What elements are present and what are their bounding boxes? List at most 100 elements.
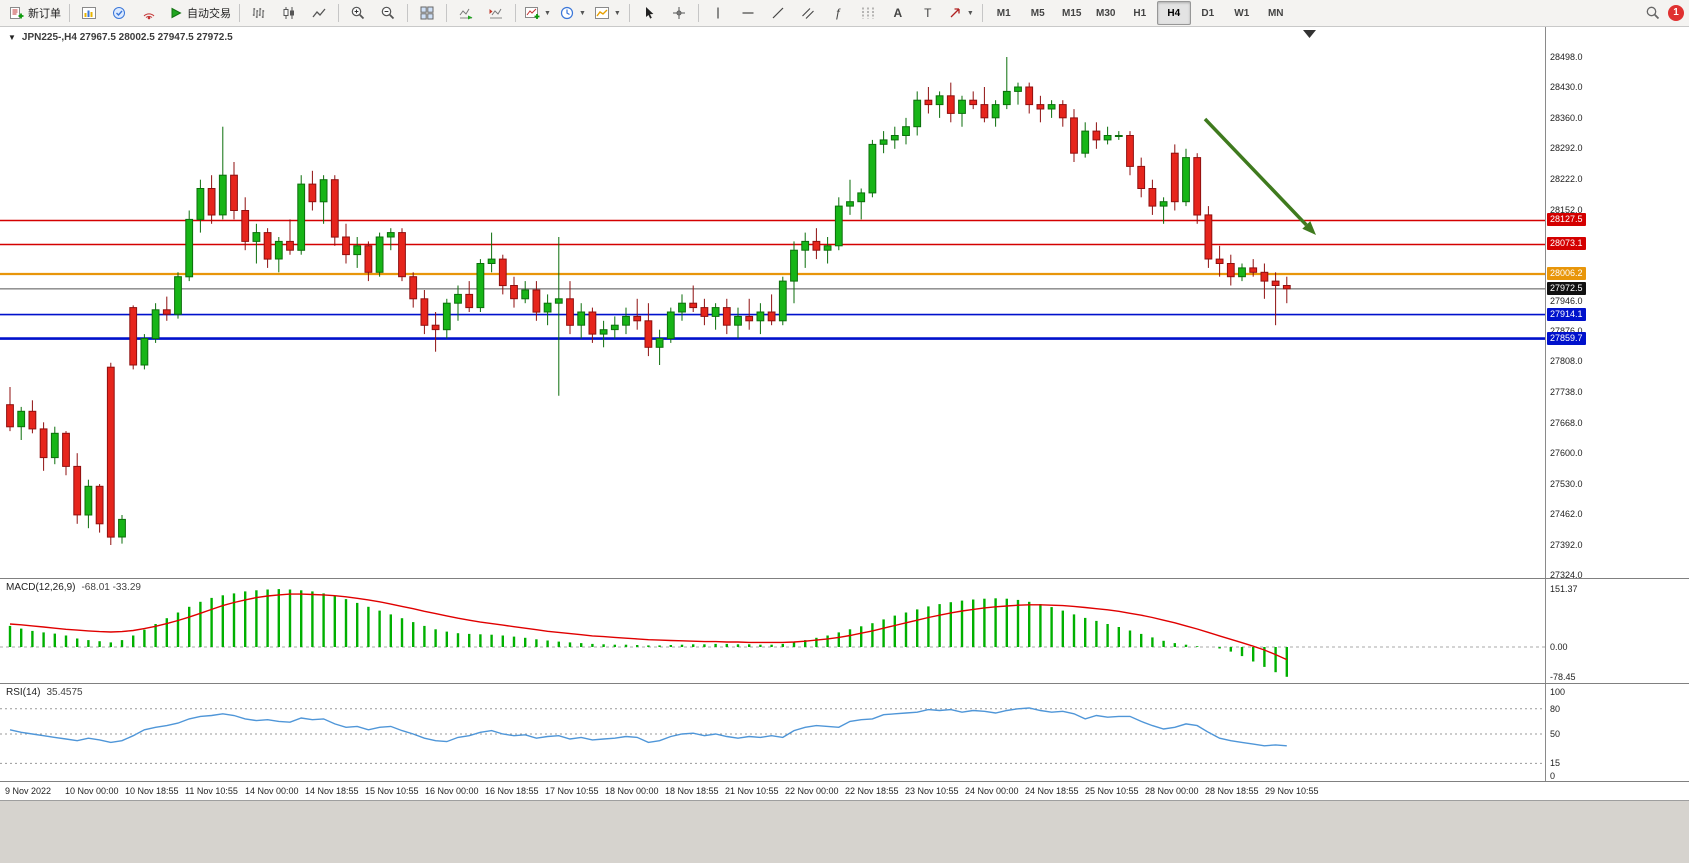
indicators-button[interactable]: ▼	[520, 1, 555, 25]
candle	[566, 298, 574, 326]
zoom-in-button[interactable]	[343, 1, 373, 25]
timeframe-button-H4[interactable]: H4	[1156, 1, 1191, 25]
text-button[interactable]: A	[883, 1, 913, 25]
candle	[398, 232, 406, 278]
market-watch-button[interactable]	[74, 1, 104, 25]
timeframe-group: M1 M5 M15 M30 H1 H4 D1 W1 MN	[987, 1, 1293, 25]
panel-splitter[interactable]	[0, 683, 1689, 684]
price-axis-label: 27600.0	[1550, 448, 1583, 459]
candle	[868, 143, 877, 194]
timeframe-button-D1[interactable]: D1	[1201, 7, 1215, 19]
templates-button[interactable]: ▼	[590, 1, 625, 25]
chart-shift-marker[interactable]	[1303, 30, 1316, 38]
auto-scroll-button[interactable]	[451, 1, 481, 25]
chevron-down-icon: ▼	[544, 9, 551, 17]
candle	[1148, 188, 1157, 207]
data-window-button[interactable]	[104, 1, 134, 25]
search-button[interactable]	[1638, 1, 1668, 25]
channel-button[interactable]	[793, 1, 823, 25]
horizontal-line-button[interactable]	[733, 1, 763, 25]
chevron-down-icon: ▼	[966, 9, 974, 17]
periods-button[interactable]: ▼	[555, 1, 590, 25]
zoom-out-button[interactable]	[373, 1, 403, 25]
annotation-arrow-head[interactable]	[1302, 221, 1316, 235]
tile-windows-button[interactable]	[412, 1, 442, 25]
candle	[409, 276, 418, 300]
candlestick-chart[interactable]	[0, 27, 1545, 578]
candle	[935, 95, 944, 106]
bar-chart-button[interactable]	[244, 1, 274, 25]
macd-label: MACD(12,26,9) -68.01 -33.29	[6, 582, 141, 593]
autotrading-button[interactable]: 自动交易	[164, 1, 235, 25]
rsi-axis[interactable]: 100 80 50 15 0	[1545, 684, 1689, 781]
time-axis-label: 16 Nov 18:55	[485, 786, 539, 796]
chart-shift-button[interactable]	[481, 1, 511, 25]
price-axis-label: 28292.0	[1550, 142, 1583, 153]
toolbar: 新订单 自动交易	[0, 0, 1689, 27]
time-axis-label: 22 Nov 00:00	[785, 786, 839, 796]
one-click-trading-expander[interactable]: ▼	[8, 33, 16, 42]
vertical-line-icon	[717, 7, 719, 19]
candle	[297, 183, 306, 251]
candle	[50, 432, 59, 459]
fibonacci-icon: ƒ	[834, 6, 842, 20]
toolbar-separator	[69, 4, 70, 22]
price-axis-label: 27946.0	[1550, 295, 1583, 306]
line-chart-button[interactable]	[304, 1, 334, 25]
candle	[857, 192, 866, 203]
timeframe-button-M30[interactable]: M30	[1096, 7, 1116, 19]
candle	[17, 410, 26, 428]
candle	[588, 311, 597, 335]
text-label-button[interactable]: T	[913, 1, 943, 25]
annotation-arrow[interactable]	[1203, 117, 1308, 227]
notification-badge[interactable]: 1	[1668, 5, 1684, 21]
candle	[812, 240, 821, 251]
signal-button[interactable]	[134, 1, 164, 25]
crosshair-button[interactable]	[664, 1, 694, 25]
timeframe-button-MN[interactable]: MN	[1267, 7, 1284, 19]
fibonacci-button[interactable]: ƒ	[823, 1, 853, 25]
horizontal-line-icon	[742, 12, 754, 14]
price-axis-label: 28222.0	[1550, 173, 1583, 184]
candle	[106, 366, 115, 538]
trendline-button[interactable]	[763, 1, 793, 25]
toolbar-separator	[981, 4, 983, 22]
price-axis[interactable]: 28498.0 28430.0 28360.0 28292.0 28222.0 28152…	[1545, 27, 1689, 578]
candle	[73, 465, 82, 516]
zoom-out-icon	[381, 6, 395, 20]
rsi-axis-label: 50	[1550, 729, 1561, 739]
candlestick-chart-button[interactable]	[274, 1, 304, 25]
macd-chart[interactable]	[0, 579, 1545, 683]
candle	[174, 276, 182, 315]
candle	[790, 249, 798, 282]
candle	[1070, 117, 1078, 154]
vertical-line-button[interactable]	[703, 1, 733, 25]
candle	[118, 518, 126, 538]
timeframe-button-M15[interactable]: M15	[1062, 7, 1082, 19]
candle	[510, 285, 518, 300]
timeframe-button-M1[interactable]: M1	[996, 7, 1011, 19]
candle	[1182, 157, 1190, 203]
arrow-tools-button[interactable]: ▼	[943, 1, 978, 25]
rsi-chart[interactable]	[0, 684, 1545, 781]
templates-icon	[594, 7, 609, 19]
crosshair-icon	[672, 7, 685, 19]
candle	[577, 311, 586, 326]
cycle-lines-button[interactable]	[853, 1, 883, 25]
timeframe-button-W1[interactable]: W1	[1234, 7, 1250, 19]
new-order-button[interactable]: 新订单	[5, 1, 65, 25]
candle	[610, 324, 619, 331]
cursor-button[interactable]	[634, 1, 664, 25]
candle	[958, 99, 966, 114]
price-axis-label: 28498.0	[1550, 52, 1583, 62]
timeframe-button-H1[interactable]: H1	[1133, 7, 1147, 19]
timeframe-button-M5[interactable]: M5	[1030, 7, 1045, 19]
candle	[1014, 86, 1022, 92]
candle	[734, 315, 742, 326]
price-axis-label: 28360.0	[1550, 112, 1583, 123]
time-axis[interactable]: 9 Nov 2022 10 Nov 00:00 10 Nov 18:55 11 Nov…	[0, 781, 1689, 800]
macd-axis[interactable]: 151.37 0.00 -78.45	[1545, 579, 1689, 683]
panel-splitter[interactable]	[0, 578, 1689, 579]
chevron-down-icon: ▼	[578, 9, 586, 17]
